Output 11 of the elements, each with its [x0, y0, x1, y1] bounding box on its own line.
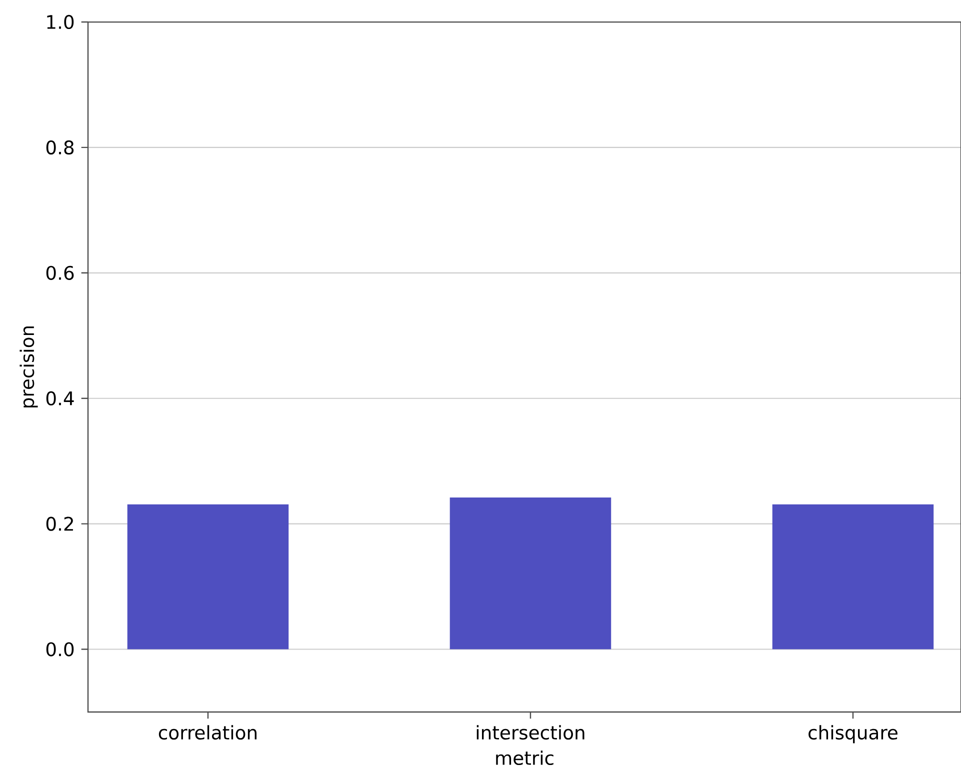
- x-axis-title: metric: [496, 750, 554, 766]
- y-tick-label: 0.8: [46, 140, 74, 155]
- y-tick-label: 1.0: [47, 14, 74, 30]
- x-tick-label: chisquare: [808, 725, 898, 744]
- x-tick-label: intersection: [476, 725, 584, 740]
- x-tick-label: correlation: [158, 725, 256, 740]
- y-tick-label: 0.2: [46, 516, 73, 531]
- y-axis-title: precision: [20, 326, 38, 408]
- y-tick-label: 0.4: [46, 391, 74, 406]
- y-tick-label: 0.0: [46, 642, 74, 656]
- y-tick-label: 0.6: [46, 266, 74, 280]
